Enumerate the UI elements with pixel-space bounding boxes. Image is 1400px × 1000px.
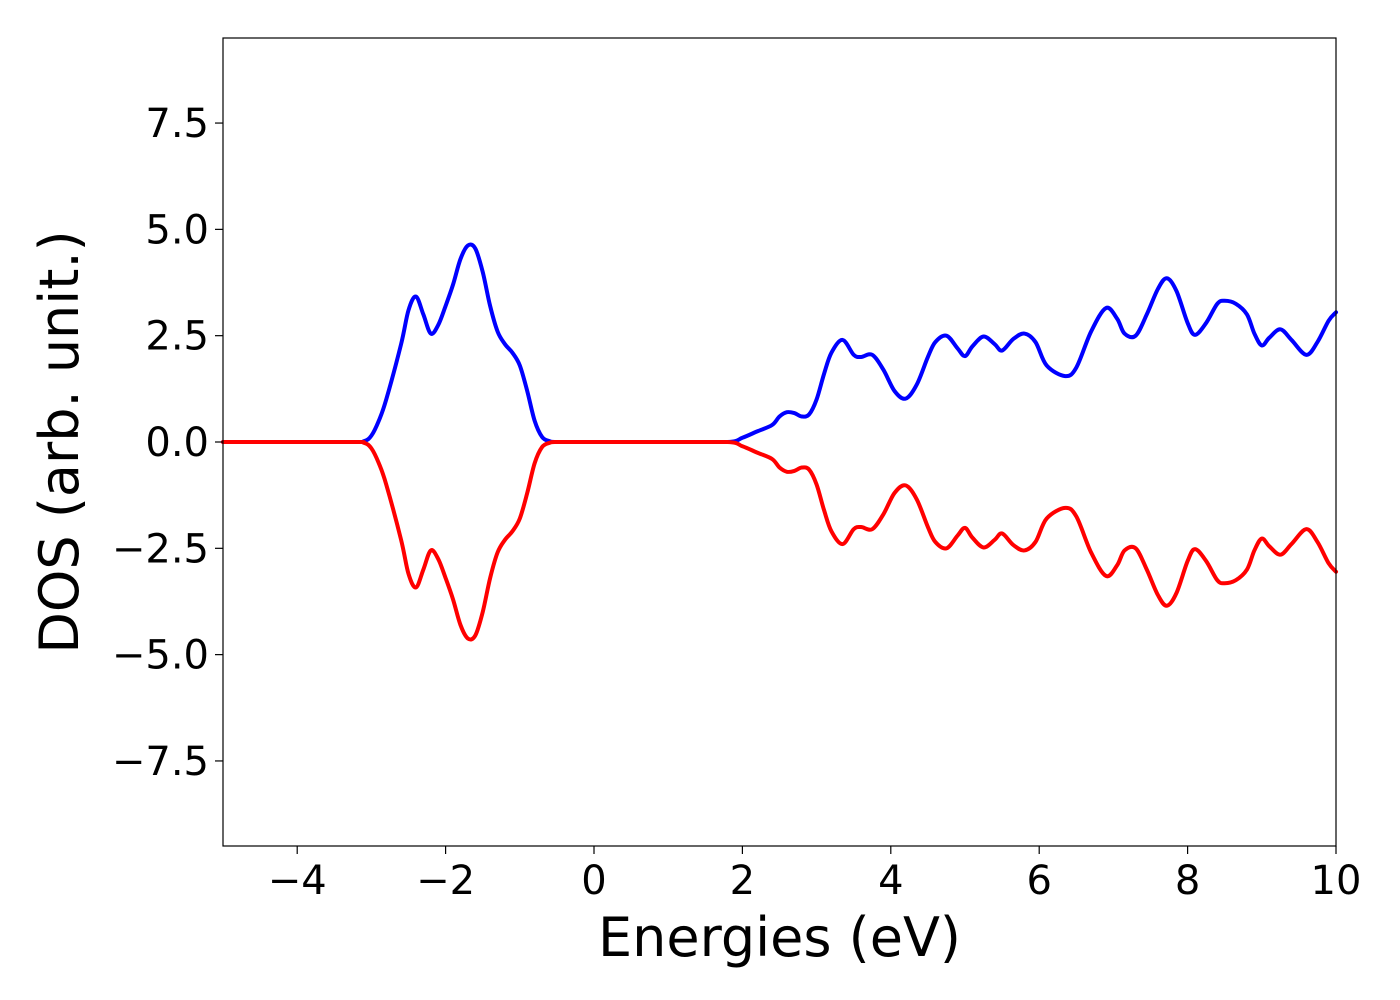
y-axis-title: DOS (arb. unit.) [28,230,91,653]
x-tick-label: −4 [268,858,327,904]
x-axis-title: Energies (eV) [598,906,961,969]
y-tick-label: −7.5 [112,739,209,785]
x-tick-label: 0 [581,858,606,904]
y-tick-label: −2.5 [112,526,209,572]
y-tick-label: 0.0 [145,420,209,466]
x-tick-label: 6 [1026,858,1051,904]
series-line-up [221,242,1338,445]
x-tick-label: 2 [730,858,755,904]
y-axis: −7.5 −5.0 −2.5 0.0 2.5 5.0 7.5 [112,101,223,785]
y-tick-label: 5.0 [145,207,209,253]
x-axis: −4 −2 0 2 4 6 8 10 [268,846,1362,904]
y-tick-label: −5.0 [112,633,209,679]
y-tick-label: 2.5 [145,314,209,360]
y-tick-label: 7.5 [145,101,209,147]
x-tick-label: 4 [878,858,903,904]
x-tick-label: 10 [1311,858,1362,904]
series-line-down [221,439,1338,642]
x-tick-label: −2 [416,858,475,904]
series-layer [221,242,1338,642]
x-tick-label: 8 [1175,858,1200,904]
